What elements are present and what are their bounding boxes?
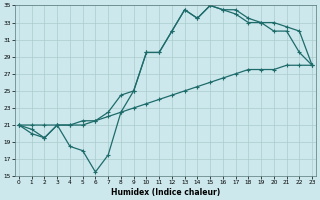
- X-axis label: Humidex (Indice chaleur): Humidex (Indice chaleur): [111, 188, 220, 197]
